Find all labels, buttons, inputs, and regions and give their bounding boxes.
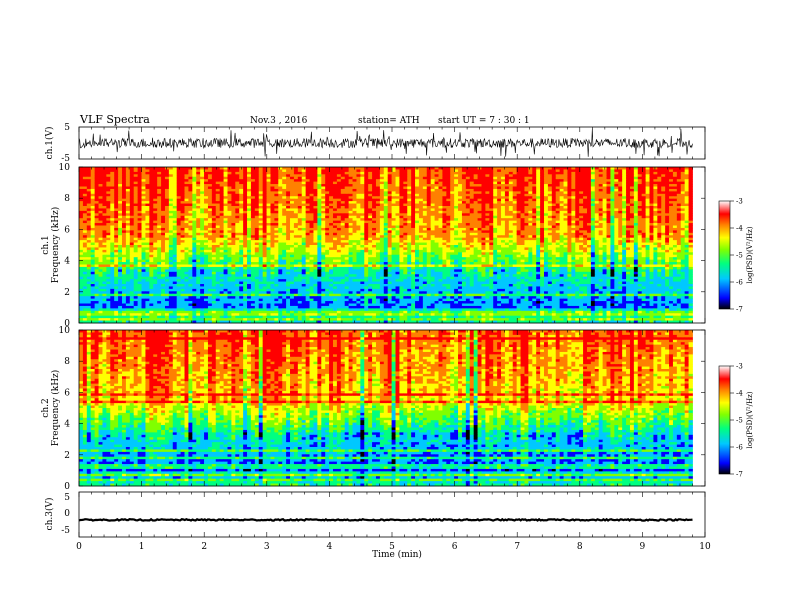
xtick-label-10: 10 <box>699 542 711 552</box>
ch3-waveform-ylabel: ch.3(V) <box>44 498 55 531</box>
ch3-waveform-line <box>78 517 693 522</box>
xtick-label-6: 6 <box>452 542 458 552</box>
station-label: station= ATH <box>358 116 420 126</box>
ch1-spectrogram-channel-label: ch.1 <box>41 235 51 254</box>
ch2-colorbar-gradient <box>718 365 731 475</box>
ch2-colorbar-tick-label--3: -3 <box>736 363 743 371</box>
date-label: Nov.3 , 2016 <box>250 116 308 126</box>
ch2-colorbar-label: log(PSD)(V²/Hz) <box>746 391 754 448</box>
time-axis: 0 1 2 3 4 5 6 7 8 9 10 <box>76 127 711 552</box>
ch1-colorbar-label: log(PSD)(V²/Hz) <box>746 226 754 283</box>
ch1-colorbar: -3 -4 -5 -6 -7 log(PSD)(V²/Hz) <box>718 198 754 314</box>
xtick-label-0: 0 <box>76 542 82 552</box>
ch2-spectrogram-ylabel: Frequency (kHz) <box>50 370 61 447</box>
ch2-colorbar: -3 -4 -5 -6 -7 log(PSD)(V²/Hz) <box>718 363 754 479</box>
ch1-colorbar-tick-label--5: -5 <box>736 252 743 260</box>
xtick-label-5: 5 <box>389 542 395 552</box>
time-axis-label: Time (min) <box>372 549 422 560</box>
ch1-spectrogram-ytick-label-6: 6 <box>64 225 70 235</box>
ch1-colorbar-tick-label--4: -4 <box>736 225 743 233</box>
ch2-colorbar-tick-label--5: -5 <box>736 417 743 425</box>
ch1-spectrogram-image <box>79 167 693 324</box>
start-time-label: start UT = 7 : 30 : 1 <box>438 116 530 126</box>
ch2-spectrogram-image <box>79 330 693 487</box>
ch2-spectrogram-ytick-label-6: 6 <box>64 388 70 398</box>
xtick-label-9: 9 <box>640 542 646 552</box>
ch2-spectrogram-ytick-label-10: 10 <box>59 326 71 336</box>
ch3-ytick-bottom: -5 <box>61 526 70 536</box>
ch1-waveform-line <box>78 128 693 157</box>
figure-title: VLF Spectra <box>79 113 150 126</box>
ch1-spectrogram-ytick-label-10: 10 <box>59 163 71 173</box>
xtick-label-1: 1 <box>139 542 145 552</box>
ch1-spectrogram-ylabel: Frequency (kHz) <box>50 207 61 284</box>
ch1-spectrogram-panel: 0 2 4 6 8 10 ch.1 Frequency (kHz) <box>41 163 706 329</box>
xtick-label-7: 7 <box>514 542 520 552</box>
ch1-spectrogram-ytick-label-4: 4 <box>64 257 70 267</box>
ch2-spectrogram-ytick-label-4: 4 <box>64 420 70 430</box>
xtick-label-4: 4 <box>327 542 333 552</box>
ch2-spectrogram-panel: 0 2 4 6 8 10 ch.2 Frequency (kHz) <box>41 326 706 492</box>
ch1-spectrogram-ytick-label-0: 0 <box>64 319 70 329</box>
ch3-ytick-mid: 0 <box>64 509 70 519</box>
ch2-spectrogram-channel-label: ch.2 <box>41 398 51 417</box>
ch2-spectrogram-ytick-label-2: 2 <box>64 451 70 461</box>
xtick-label-3: 3 <box>264 542 270 552</box>
ch1-colorbar-tick-label--3: -3 <box>736 198 743 206</box>
ch3-waveform-panel: 5 0 -5 ch.3(V) <box>44 491 706 538</box>
ch1-colorbar-gradient <box>718 200 731 310</box>
ch1-waveform-panel: 5 -5 ch.1(V) <box>44 123 706 164</box>
xtick-label-2: 2 <box>201 542 207 552</box>
ch2-colorbar-tick-label--7: -7 <box>736 471 743 479</box>
ch2-colorbar-tick-label--4: -4 <box>736 390 743 398</box>
ch3-waveform-frame <box>78 491 706 538</box>
ch1-spectrogram-ytick-label-8: 8 <box>64 194 70 204</box>
ch1-colorbar-tick-label--6: -6 <box>736 279 743 287</box>
xtick-label-8: 8 <box>577 542 583 552</box>
ch2-spectrogram-ytick-label-0: 0 <box>64 482 70 492</box>
ch2-colorbar-tick-label--6: -6 <box>736 444 743 452</box>
ch1-ytick-bottom: -5 <box>61 154 70 164</box>
ch1-spectrogram-ytick-label-2: 2 <box>64 288 70 298</box>
ch1-ytick-top: 5 <box>64 123 70 133</box>
ch3-ytick-top: 5 <box>64 493 70 503</box>
ch2-spectrogram-ytick-label-8: 8 <box>64 357 70 367</box>
ch1-colorbar-tick-label--7: -7 <box>736 306 743 314</box>
ch1-waveform-ylabel: ch.1(V) <box>44 127 55 160</box>
